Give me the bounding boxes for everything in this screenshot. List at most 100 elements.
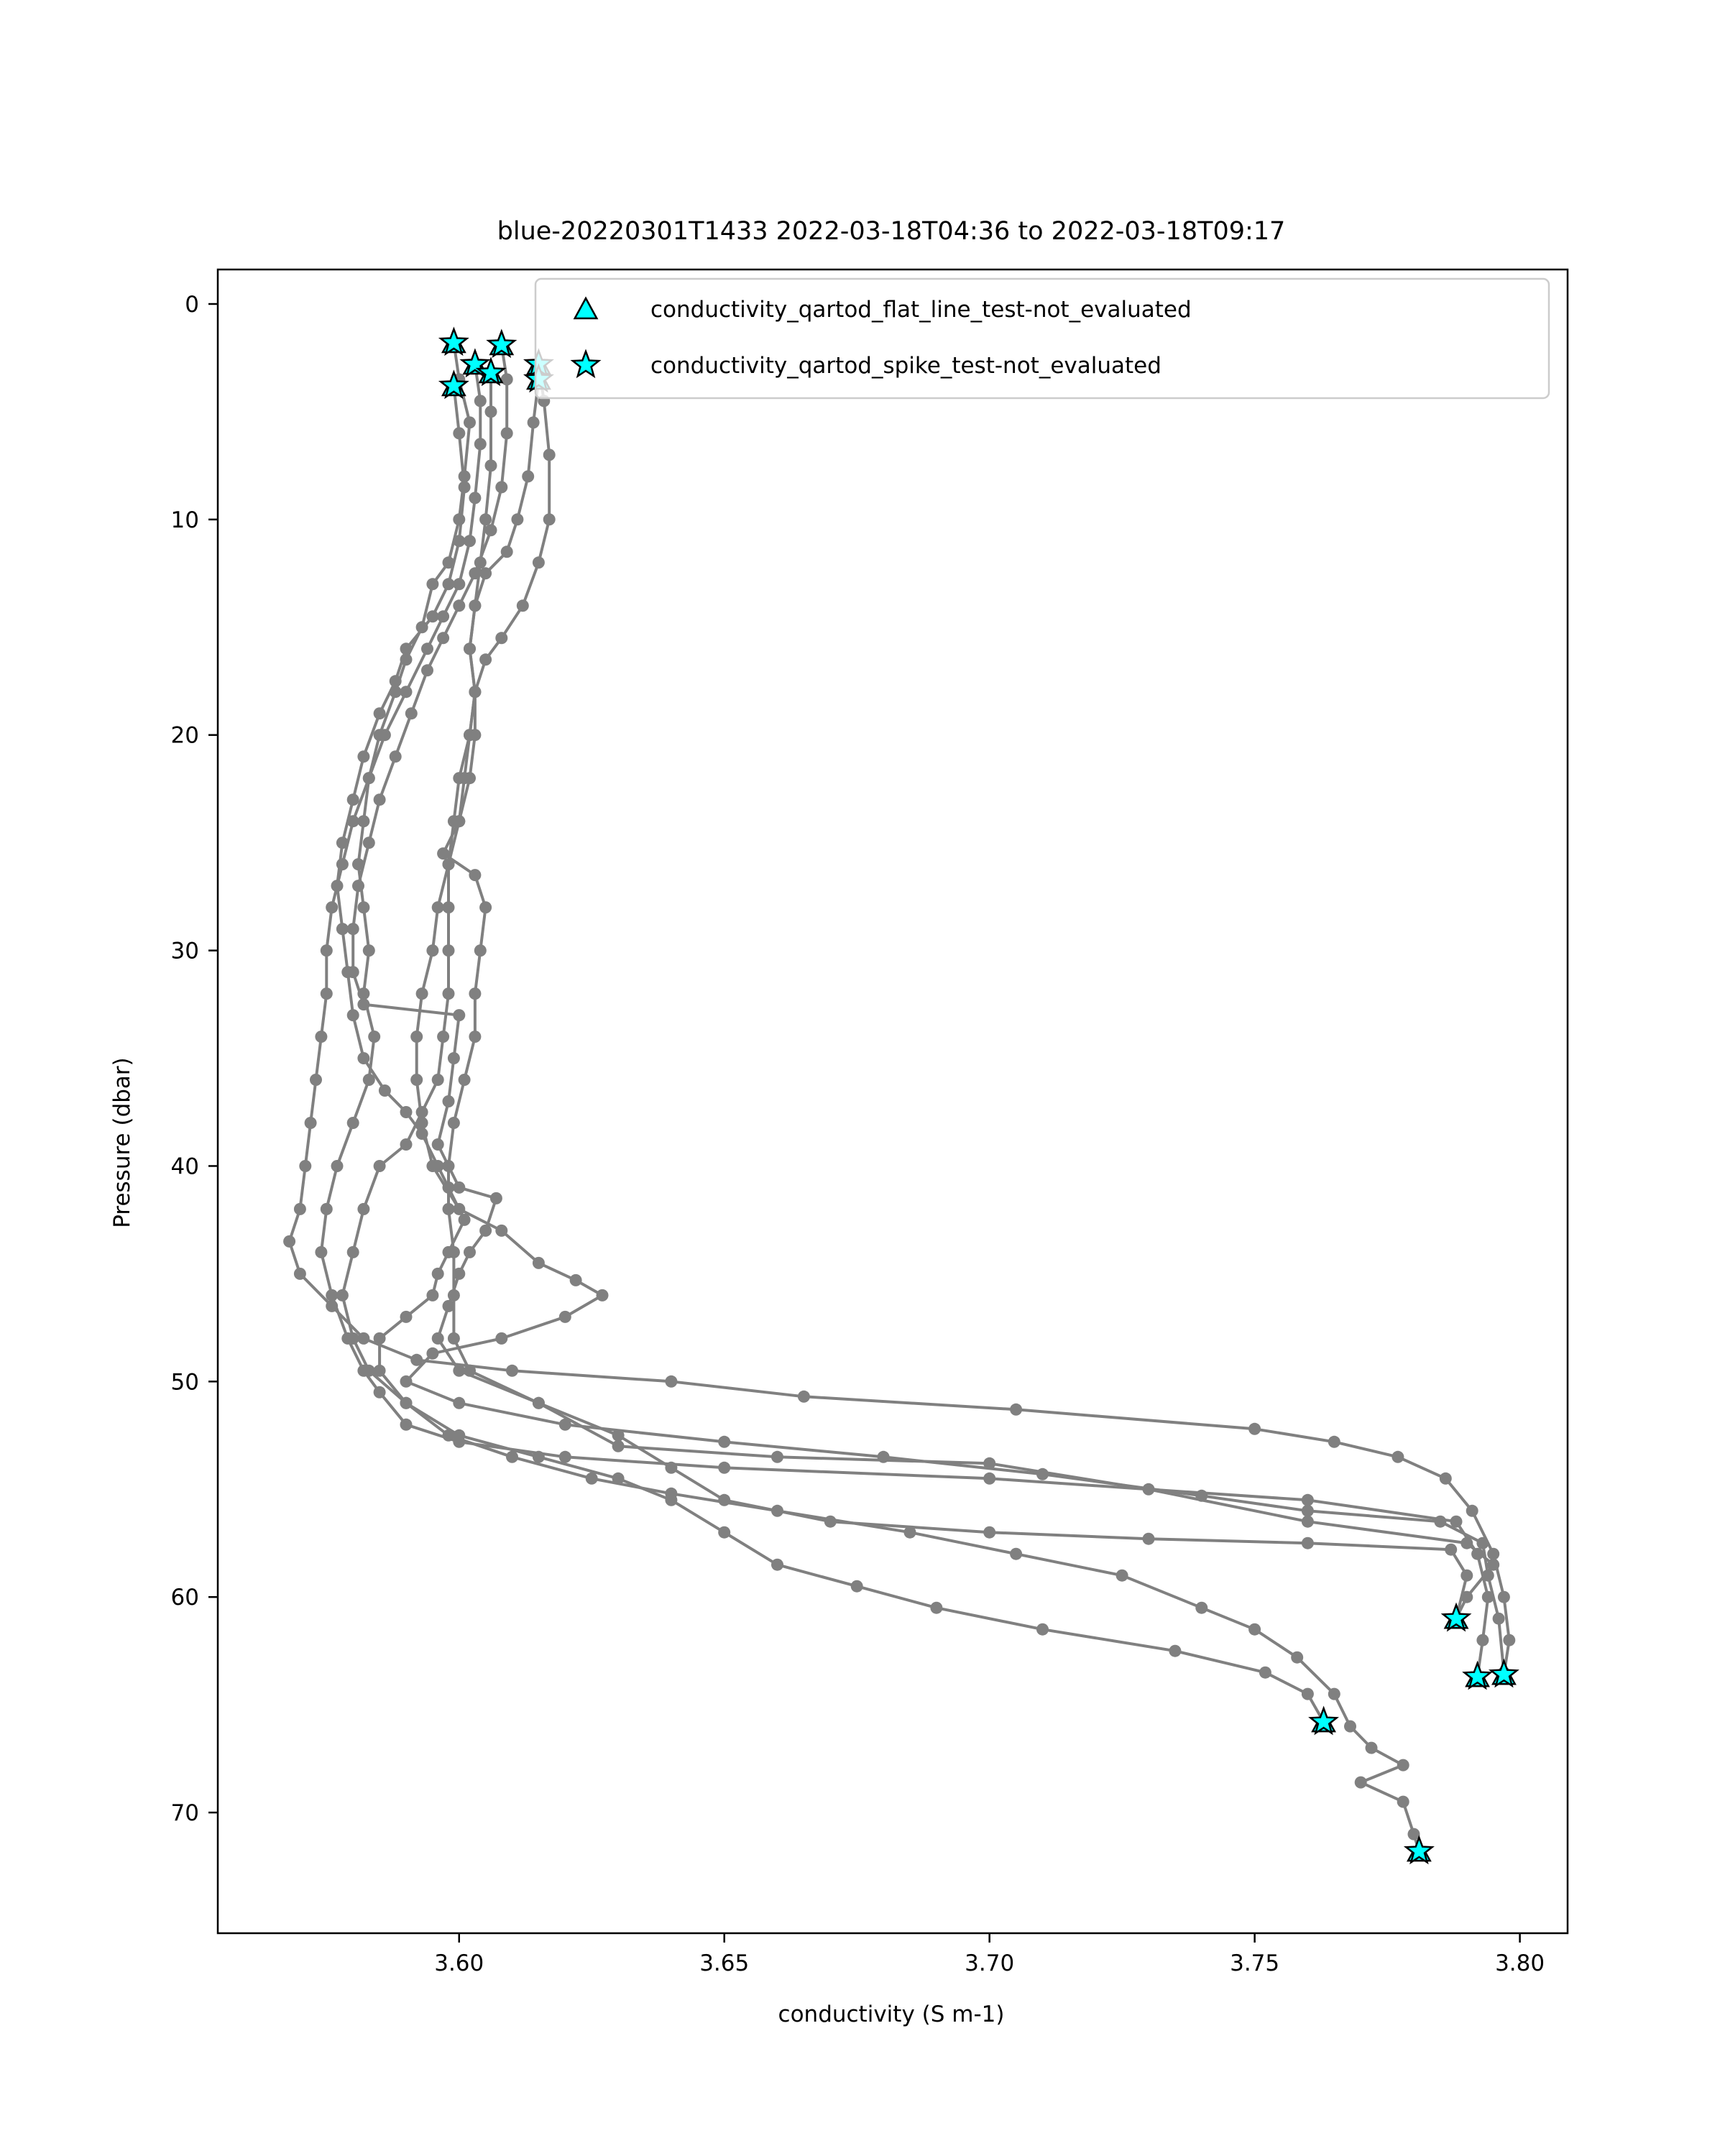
profile-point [1301,1493,1314,1506]
profile-point [569,1273,582,1286]
profile-point [495,1332,508,1345]
y-tick-label: 70 [171,1800,199,1826]
profile-point [464,729,476,742]
profile-point [352,880,364,893]
profile-point [431,1332,444,1345]
profile-point [346,793,359,806]
profile-point [357,750,370,763]
profile-point [1301,1687,1314,1700]
profile-point [1365,1741,1378,1754]
profile-point [453,1267,466,1280]
profile-point [442,944,455,957]
profile-point [665,1461,678,1474]
profile-point [1248,1422,1261,1435]
profile-point [474,395,487,407]
x-tick-label: 3.75 [1230,1950,1279,1976]
spike-flag-marker [1462,1660,1493,1690]
profile-point [1036,1623,1049,1636]
profile-point [1195,1601,1208,1614]
spike-flag-marker [1403,1835,1435,1865]
profile-point [1407,1828,1420,1841]
profile-point [431,1267,444,1280]
profile-point [362,1074,375,1086]
legend-label: conductivity_qartod_spike_test-not_evalu… [650,353,1162,379]
y-tick-label: 0 [185,292,199,318]
profile-point [797,1390,810,1403]
profile-point [421,664,433,677]
profile-point [1397,1759,1409,1772]
axes: 3.60 3.65 3.70 3.75 3.80 0 10 20 30 40 50 60 70 [171,268,1569,1976]
profile-point [1476,1634,1489,1646]
profile-point [447,815,460,828]
spike-flag-marker [438,369,469,400]
legend-star-marker [570,349,602,379]
profile-point [718,1461,731,1474]
profile-point [464,1245,476,1258]
profile-point [1460,1537,1473,1549]
profile-point [357,1202,370,1215]
profile-point [320,987,333,1000]
profile-point [310,1074,322,1086]
profile-point [464,1364,476,1377]
profile-point [543,448,556,461]
profile-point [453,1429,466,1442]
profile-point [373,1386,386,1399]
profile-point [527,416,540,429]
profile-point [357,1052,370,1064]
profile-point [484,405,497,418]
profile-point [373,1364,386,1377]
profile-point [442,578,455,591]
profile-point [320,944,333,957]
profile-point [437,632,450,645]
profile-point [400,642,413,655]
profile-point [373,793,386,806]
profile-point [442,1299,455,1312]
profile-point [346,1009,359,1022]
profile-point [484,459,497,472]
profile-point [442,901,455,914]
profile-point [320,1202,333,1215]
profile-point [326,1289,339,1302]
profile-point [771,1558,783,1571]
profile-point [469,1031,482,1043]
profile-point [474,556,487,569]
profile-point [1301,1515,1314,1528]
profile-point [1328,1435,1340,1448]
profile-point [458,1213,471,1226]
profile-point [1142,1532,1155,1545]
profile-point [426,578,439,591]
profile-point [315,1245,328,1258]
profile-point [983,1472,996,1485]
x-tick-label: 3.60 [434,1950,484,1976]
profile-point [596,1289,609,1302]
profile-point [1291,1651,1304,1664]
profile-point [903,1526,916,1539]
profile-point [453,599,466,612]
profile-point [431,1138,444,1151]
profile-point [489,1192,502,1204]
profile-point [469,599,482,612]
profile-point [426,1289,439,1302]
profile-point [458,481,471,494]
profile-point [479,1224,492,1237]
profile-point [543,513,556,526]
profile-point [400,1396,413,1409]
profile-point [532,1450,545,1463]
legend-box [534,277,1550,400]
profile-point [326,1299,339,1312]
profile-point [522,470,535,483]
profile-point [495,481,508,494]
profile-point [930,1601,943,1614]
profile-point [516,599,529,612]
profile-point [415,987,428,1000]
profile-point [437,610,450,623]
legend: conductivity_qartod_flat_line_test-not_e… [534,277,1550,400]
profile-point [877,1450,890,1463]
y-tick-label: 20 [171,723,199,749]
x-tick-label: 3.65 [699,1950,749,1976]
spike-flag-marker [459,348,491,378]
profile-point [1259,1666,1271,1679]
profile-point [484,524,497,537]
profile-point [400,1375,413,1388]
profile-point [464,416,476,429]
